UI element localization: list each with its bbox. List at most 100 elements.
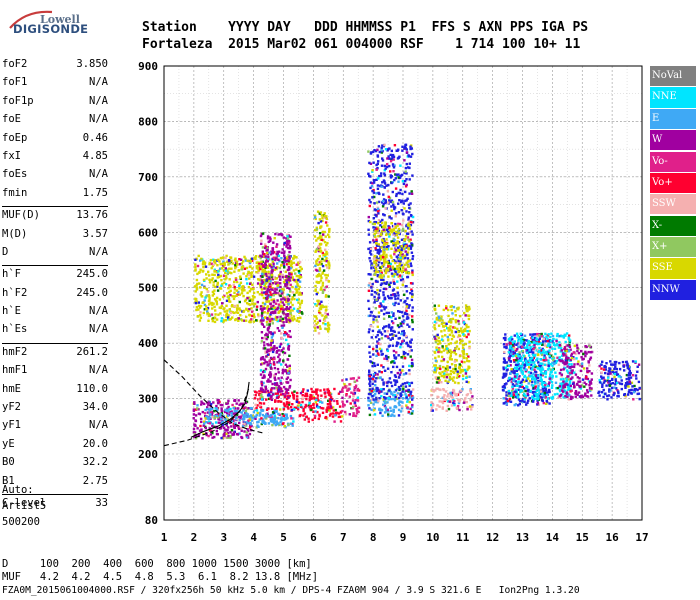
echo-point (458, 400, 461, 403)
echo-point (291, 285, 294, 289)
echo-point (568, 380, 572, 383)
echo-point (260, 262, 263, 266)
echo-point (408, 240, 411, 243)
echo-point (212, 258, 215, 261)
echo-point (398, 274, 402, 277)
echo-point (543, 363, 547, 366)
echo-point (283, 418, 286, 421)
echo-point (530, 363, 533, 367)
echo-point (261, 421, 264, 425)
echo-point (380, 185, 383, 188)
echo-point (226, 318, 230, 321)
echo-point (256, 404, 259, 407)
echo-point (287, 317, 291, 320)
echo-point (242, 413, 245, 417)
echo-point (449, 391, 452, 395)
echo-point (244, 401, 248, 405)
echo-point (263, 262, 267, 265)
echo-point (197, 408, 200, 411)
echo-point (546, 339, 549, 343)
echo-point (471, 395, 474, 398)
echo-point (224, 275, 228, 278)
echo-point (341, 379, 344, 382)
echo-point (439, 388, 442, 392)
echo-point (370, 286, 373, 289)
echo-point (447, 329, 450, 332)
echo-point (323, 319, 327, 322)
echo-point (215, 404, 218, 408)
echo-point (407, 390, 410, 393)
echo-point (216, 402, 220, 405)
echo-point (546, 337, 549, 340)
echo-point (228, 271, 232, 274)
echo-point (220, 416, 224, 419)
echo-point (239, 415, 242, 418)
echo-point (265, 398, 268, 401)
echo-point (278, 359, 281, 363)
echo-point (273, 331, 276, 334)
echo-point (511, 385, 514, 389)
param-separator (2, 206, 108, 208)
echo-point (353, 389, 356, 392)
echo-point (509, 364, 512, 367)
echo-point (377, 200, 381, 204)
echo-point (324, 273, 327, 277)
echo-point (511, 383, 515, 386)
echo-point (263, 284, 267, 287)
echo-point (510, 380, 513, 383)
echo-point (296, 391, 299, 395)
echo-point (194, 258, 197, 261)
echo-point (395, 365, 399, 369)
echo-point (405, 178, 408, 181)
echo-point (375, 319, 378, 322)
echo-point (249, 423, 253, 426)
echo-point (536, 393, 540, 396)
echo-point (555, 343, 558, 346)
echo-point (401, 212, 405, 215)
echo-point (287, 281, 291, 284)
echo-point (389, 406, 392, 409)
echo-point (561, 382, 564, 385)
echo-point (250, 307, 253, 310)
echo-point (397, 173, 400, 176)
echo-point (390, 205, 393, 208)
echo-point (314, 217, 317, 221)
echo-point (289, 267, 292, 270)
echo-point (325, 408, 328, 411)
echo-point (547, 333, 550, 336)
echo-point (341, 400, 344, 403)
echo-point (520, 345, 524, 348)
echo-point (245, 275, 248, 278)
echo-point (226, 269, 229, 272)
echo-point (262, 282, 265, 285)
echo-point (369, 324, 373, 328)
echo-point (215, 296, 219, 300)
echo-point (212, 284, 215, 287)
echo-point (288, 401, 291, 404)
echo-point (374, 400, 377, 404)
echo-point (303, 418, 306, 421)
echo-point (314, 410, 317, 413)
echo-point (409, 223, 413, 227)
echo-point (196, 407, 199, 410)
echo-point (323, 215, 326, 218)
echo-point (547, 359, 550, 362)
echo-point (266, 389, 270, 393)
echo-point (442, 373, 446, 377)
echo-point (519, 381, 522, 385)
echo-point (383, 298, 386, 301)
echo-point (262, 388, 265, 392)
echo-point (269, 419, 273, 423)
echo-point (436, 339, 439, 342)
echo-point (385, 267, 388, 271)
echo-point (410, 288, 413, 291)
echo-point (400, 251, 403, 254)
echo-point (280, 382, 283, 385)
echo-point (440, 381, 443, 384)
echo-point (521, 350, 524, 353)
echo-point (509, 360, 512, 363)
echo-point (270, 273, 274, 277)
echo-point (203, 308, 206, 311)
echo-point (382, 381, 385, 384)
echo-point (230, 425, 233, 428)
